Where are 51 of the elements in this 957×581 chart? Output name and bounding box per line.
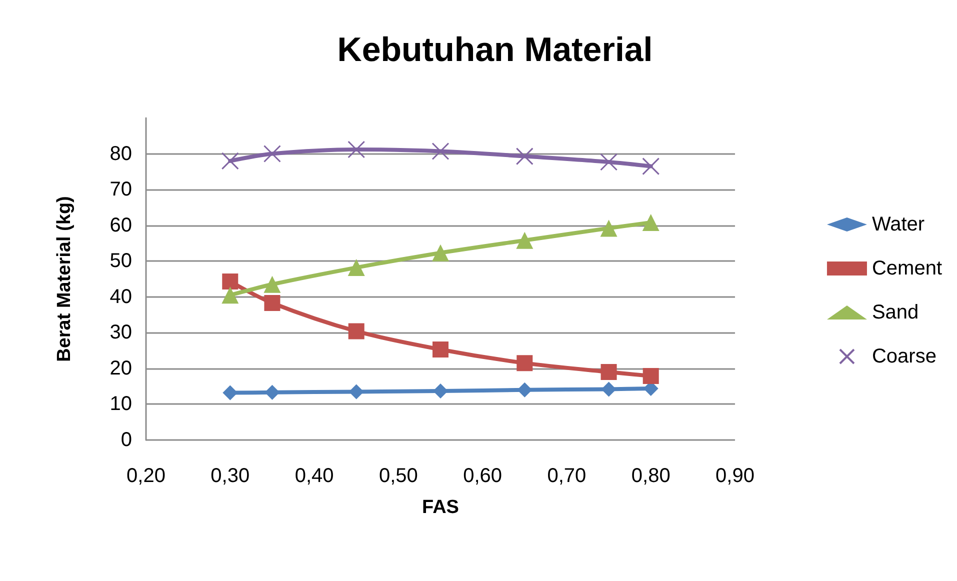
y-tick-label: 80 bbox=[110, 142, 132, 165]
y-tick-label: 60 bbox=[110, 214, 132, 236]
point bbox=[600, 220, 618, 237]
y-tick-label: 50 bbox=[110, 250, 132, 272]
x-tick-label: 0,40 bbox=[294, 465, 334, 487]
point bbox=[263, 145, 281, 163]
point bbox=[517, 382, 532, 398]
point bbox=[264, 276, 281, 293]
point bbox=[516, 232, 534, 249]
point bbox=[601, 382, 616, 397]
point bbox=[264, 384, 280, 400]
point bbox=[642, 214, 660, 231]
point bbox=[432, 341, 448, 358]
x-tick-label: 0,60 bbox=[463, 465, 502, 487]
y-tick-label: 0 bbox=[120, 429, 132, 451]
legend-label: Cement bbox=[872, 258, 942, 280]
point bbox=[222, 385, 238, 400]
point bbox=[600, 364, 617, 380]
x-tick-label: 0,30 bbox=[210, 465, 250, 487]
x-tick-label: 0,80 bbox=[631, 465, 670, 487]
point bbox=[348, 384, 364, 400]
y-tick-label: 40 bbox=[110, 286, 132, 308]
legend-label: Sand bbox=[872, 302, 919, 324]
point bbox=[516, 148, 534, 166]
legend-label: Coarse bbox=[872, 346, 936, 368]
point bbox=[222, 274, 238, 290]
point bbox=[348, 140, 366, 158]
y-axis-title: Berat Material (kg) bbox=[54, 196, 75, 362]
legend-label: Water bbox=[872, 214, 925, 236]
point bbox=[600, 153, 618, 171]
point bbox=[222, 286, 239, 304]
point bbox=[516, 355, 533, 372]
x-axis-title: FAS bbox=[422, 497, 459, 518]
point bbox=[221, 152, 239, 170]
y-tick-label: 10 bbox=[110, 393, 132, 416]
chart-title: Kebutuhan Material bbox=[337, 31, 653, 69]
y-tick-label: 20 bbox=[110, 357, 132, 380]
point bbox=[432, 244, 449, 262]
point bbox=[642, 368, 659, 384]
y-tick-label: 70 bbox=[110, 178, 132, 201]
x-tick-label: 0,90 bbox=[716, 465, 754, 487]
point bbox=[348, 259, 365, 276]
point bbox=[432, 142, 450, 160]
x-tick-label: 0,20 bbox=[126, 465, 166, 487]
x-tick-label: 0,50 bbox=[378, 465, 418, 487]
x-tick-label: 0,70 bbox=[547, 465, 586, 487]
point bbox=[642, 158, 660, 176]
point bbox=[348, 323, 364, 340]
y-tick-label: 30 bbox=[110, 322, 132, 344]
point bbox=[433, 383, 448, 398]
point bbox=[264, 294, 280, 311]
